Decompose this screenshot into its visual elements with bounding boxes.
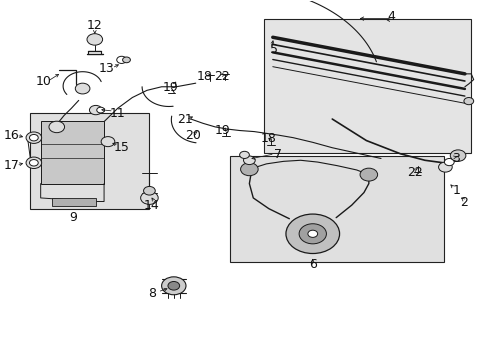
Circle shape <box>359 168 377 181</box>
Circle shape <box>49 121 64 133</box>
Text: 3: 3 <box>451 152 459 165</box>
Circle shape <box>141 192 158 204</box>
Circle shape <box>239 151 249 158</box>
Text: 17: 17 <box>3 159 20 172</box>
Text: 19: 19 <box>162 81 178 94</box>
Circle shape <box>75 83 90 94</box>
Circle shape <box>26 132 41 143</box>
Circle shape <box>29 159 38 166</box>
Circle shape <box>463 98 473 105</box>
Circle shape <box>117 56 126 63</box>
Text: 19: 19 <box>215 124 230 138</box>
Text: 10: 10 <box>36 75 51 88</box>
Circle shape <box>243 156 255 165</box>
Circle shape <box>444 158 453 166</box>
Text: 5: 5 <box>269 42 277 55</box>
Circle shape <box>89 105 102 115</box>
Text: 7: 7 <box>273 148 281 161</box>
Circle shape <box>122 57 130 63</box>
Circle shape <box>167 282 179 290</box>
Text: 14: 14 <box>143 199 160 212</box>
Circle shape <box>143 186 155 195</box>
Bar <box>41 121 104 184</box>
Text: 8: 8 <box>147 287 156 300</box>
Text: 12: 12 <box>87 19 102 32</box>
Circle shape <box>29 134 38 141</box>
Circle shape <box>438 162 451 172</box>
Circle shape <box>97 107 104 113</box>
Circle shape <box>87 34 102 45</box>
Text: 13: 13 <box>99 62 115 75</box>
Text: 16: 16 <box>3 129 19 142</box>
Text: 11: 11 <box>110 107 125 120</box>
Text: 2: 2 <box>459 197 467 210</box>
Bar <box>264 19 470 153</box>
Circle shape <box>101 136 115 147</box>
Text: 20: 20 <box>185 129 201 142</box>
Bar <box>229 156 444 262</box>
Circle shape <box>240 163 258 176</box>
Text: 15: 15 <box>113 141 129 154</box>
Bar <box>30 113 149 210</box>
Text: 18: 18 <box>261 132 276 145</box>
Circle shape <box>161 277 185 295</box>
Text: 6: 6 <box>308 258 316 271</box>
Circle shape <box>285 214 339 253</box>
Text: 22: 22 <box>213 69 229 82</box>
Circle shape <box>449 150 465 161</box>
Circle shape <box>299 224 326 244</box>
Text: 22: 22 <box>407 166 422 179</box>
Circle shape <box>26 157 41 168</box>
Text: 9: 9 <box>69 211 77 224</box>
Text: 18: 18 <box>196 69 212 82</box>
Circle shape <box>307 230 317 237</box>
Text: 21: 21 <box>177 113 192 126</box>
Text: 4: 4 <box>387 10 395 23</box>
Bar <box>52 198 96 206</box>
Text: 1: 1 <box>451 184 459 197</box>
